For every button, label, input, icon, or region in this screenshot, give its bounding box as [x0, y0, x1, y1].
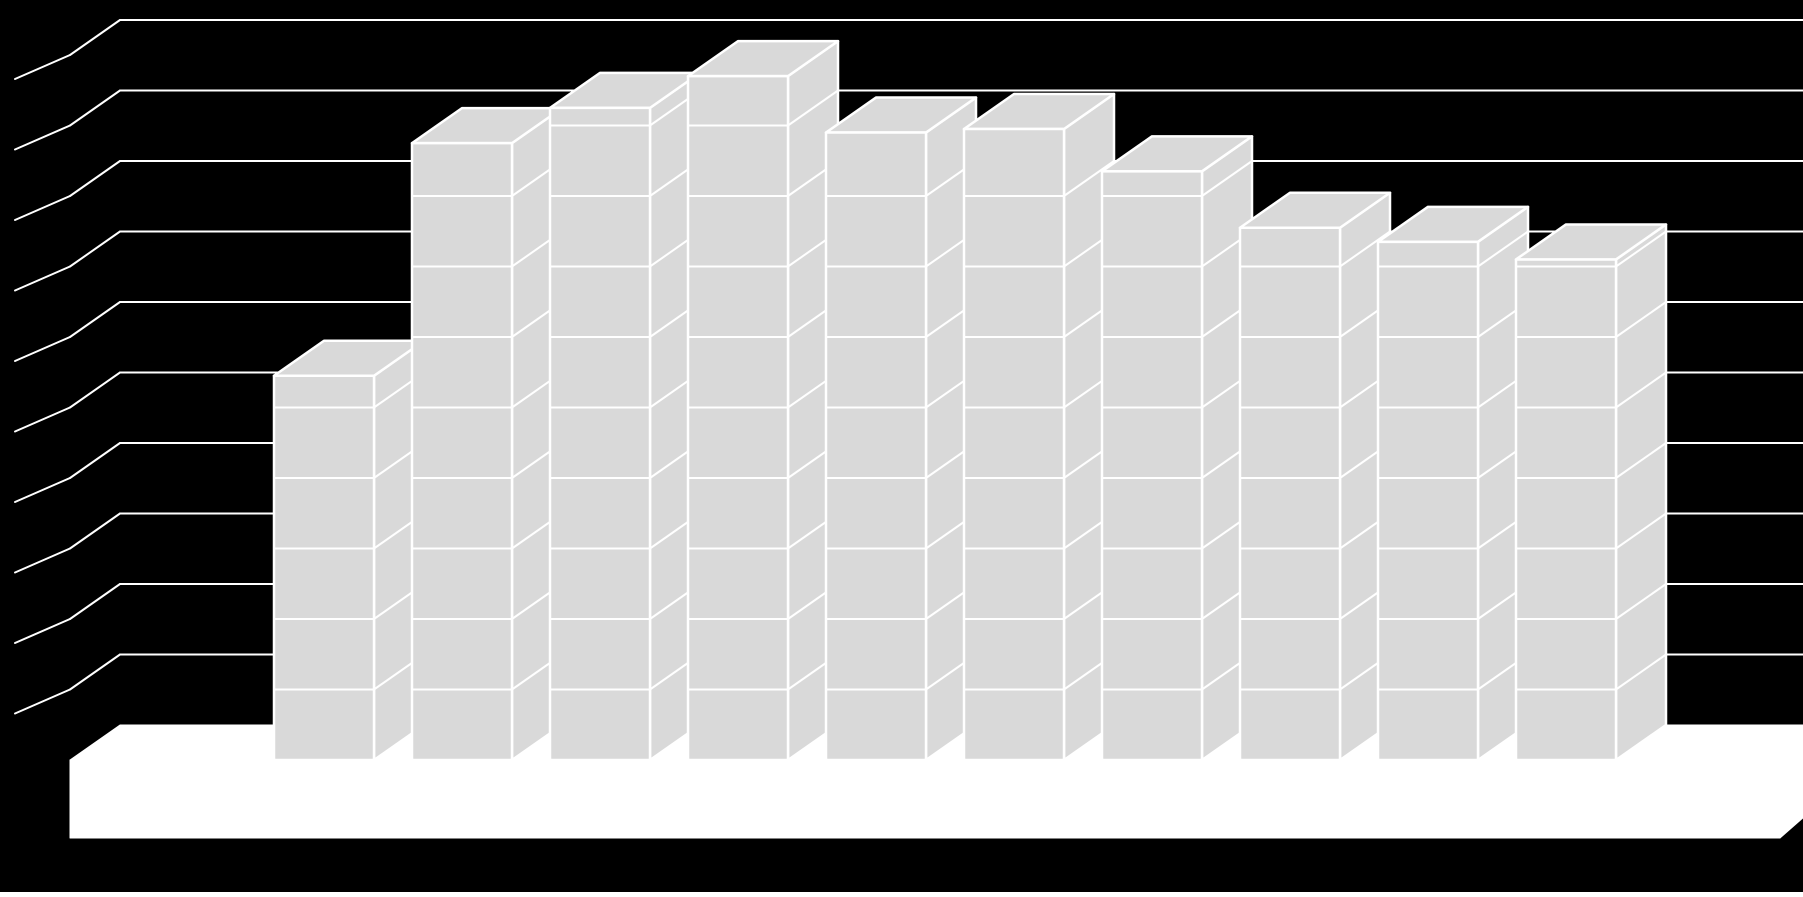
bar	[688, 41, 838, 760]
bar	[274, 341, 424, 760]
bar	[1516, 224, 1666, 760]
bar	[1240, 193, 1390, 760]
bar	[1378, 207, 1528, 760]
bar	[1102, 136, 1252, 760]
bar	[550, 73, 700, 760]
bar	[412, 108, 562, 760]
bar-chart-3d	[0, 0, 1803, 892]
bar	[964, 94, 1114, 760]
bar	[826, 98, 976, 760]
